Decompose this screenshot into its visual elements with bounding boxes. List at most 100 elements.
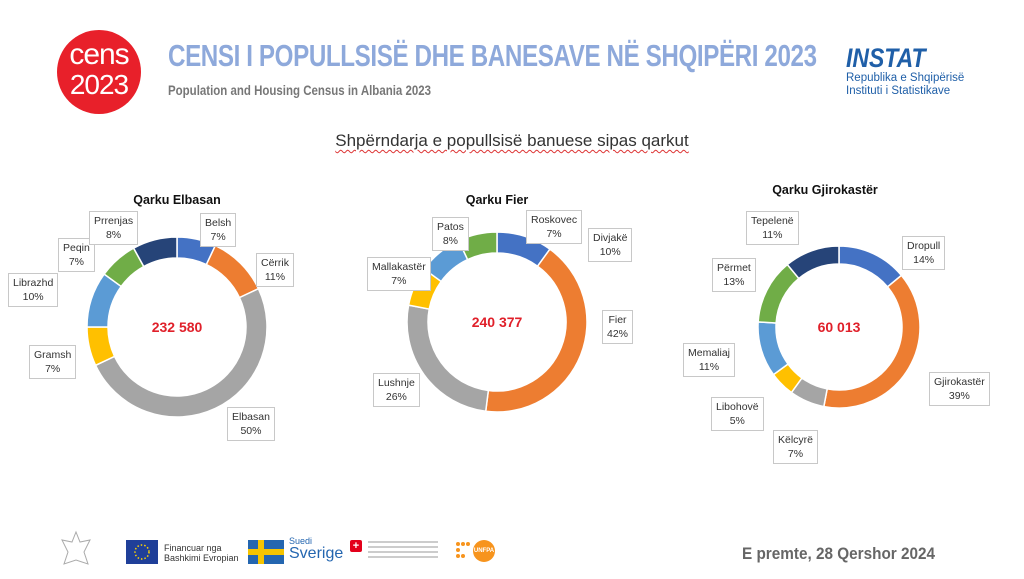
data-label: Këlcyrë 7%	[773, 430, 819, 464]
data-label: Mallakastër 7%	[367, 257, 431, 291]
data-label-category: Belsh	[205, 217, 232, 229]
data-label: Memaliaj 11%	[683, 343, 736, 377]
data-label-percent: 11%	[698, 361, 720, 373]
data-label: Dropull 14%	[902, 236, 946, 270]
data-label-category: Peqin	[63, 242, 90, 254]
data-label: Lushnje 26%	[373, 373, 420, 407]
logo-year: 2023	[69, 69, 129, 100]
donut-total-value: 240 377	[471, 314, 523, 330]
data-label-category: Përmet	[717, 262, 751, 274]
data-label: Cërrik 11%	[256, 253, 294, 287]
data-label-category: Fier	[608, 314, 627, 326]
sweden-big: Sverige	[289, 545, 344, 562]
eu-text-1: Financuar nga	[164, 543, 222, 553]
data-label: Peqin 7%	[58, 238, 95, 272]
section-title: Shpërndarja e popullsisë banuese sipas q…	[0, 131, 1024, 151]
donut-slice-përmet	[757, 263, 800, 324]
unfpa-dots-icon	[455, 541, 471, 559]
data-label-category: Prrenjas	[94, 215, 134, 227]
data-label: Libohovë 5%	[711, 397, 764, 431]
chart-title: Qarku Elbasan	[133, 193, 221, 207]
data-label-percent: 7%	[546, 228, 562, 240]
donut-slice-elbasan	[94, 287, 268, 418]
data-label-category: Këlcyrë	[778, 434, 814, 446]
data-label: Gjirokastër 39%	[929, 372, 990, 406]
donut-slice-prrenjas	[132, 236, 178, 268]
data-label-category: Mallakastër	[372, 261, 426, 273]
data-label: Prrenjas 8%	[89, 211, 139, 245]
data-label-percent: 7%	[45, 363, 61, 375]
data-label-percent: 13%	[723, 276, 745, 288]
data-label-category: Memaliaj	[688, 347, 731, 359]
presentation-date: E premte, 28 Qershor 2024	[742, 544, 936, 563]
data-label-percent: 39%	[948, 390, 970, 402]
data-label: Patos 8%	[432, 217, 469, 251]
data-label-percent: 8%	[105, 229, 122, 241]
chart-title: Qarku Gjirokastër	[772, 183, 878, 197]
donut-slice-memaliaj	[757, 321, 790, 376]
swiss-flag-icon: +	[350, 540, 362, 552]
data-label-percent: 50%	[240, 425, 262, 437]
instat-line1: Republika e Shqipërisë	[846, 72, 965, 84]
instat-name: INSTAT	[846, 43, 926, 73]
data-label-percent: 5%	[729, 415, 745, 427]
data-label-percent: 11%	[762, 229, 783, 241]
chart-title: Qarku Fier	[465, 193, 529, 207]
data-label-category: Patos	[437, 221, 464, 233]
data-label-category: Lushnje	[378, 377, 415, 389]
data-label-category: Divjakë	[593, 232, 628, 244]
data-label: Elbasan 50%	[227, 407, 275, 441]
data-label-category: Tepelenë	[751, 215, 794, 227]
data-label-percent: 10%	[599, 246, 621, 258]
data-label: Divjakë 10%	[588, 228, 633, 262]
sweden-small: Suedi	[289, 536, 313, 546]
cens-2023-logo: cens 2023	[57, 30, 141, 114]
donut-slice-dropull	[838, 245, 903, 288]
swiss-text-lines	[368, 538, 438, 561]
eu-flag-icon	[126, 540, 158, 564]
unfpa-logo: UNFPA	[473, 540, 495, 562]
instat-logo: INSTAT Republika e Shqipërisë Instituti …	[846, 44, 966, 98]
data-label: Librazhd 10%	[8, 273, 59, 307]
logo-text: cens	[69, 38, 129, 71]
data-label-category: Gjirokastër	[934, 376, 985, 388]
eu-funding-text: Financuar nga Bashkimi Evropian	[164, 543, 239, 563]
data-label-percent: 10%	[22, 291, 44, 303]
data-label: Gramsh 7%	[29, 345, 77, 379]
data-label-percent: 14%	[913, 254, 935, 266]
data-label-percent: 8%	[442, 235, 459, 247]
page-subtitle: Population and Housing Census in Albania…	[168, 82, 432, 98]
data-label: Roskovec 7%	[526, 210, 583, 244]
section-title-text: Shpërndarja e popullsisë banuese sipas q…	[335, 131, 689, 150]
data-label-category: Cërrik	[261, 257, 289, 269]
instat-line2: Instituti i Statistikave	[846, 85, 951, 97]
data-label-percent: 7%	[68, 256, 85, 268]
eu-text-2: Bashkimi Evropian	[164, 553, 239, 563]
sweden-flag-icon	[248, 540, 284, 564]
data-label: Fier 42%	[602, 310, 634, 344]
data-label-category: Librazhd	[13, 277, 54, 289]
data-label-category: Libohovë	[716, 401, 759, 413]
data-label-category: Roskovec	[531, 214, 578, 226]
data-label-category: Dropull	[907, 240, 941, 252]
page-title: CENSI I POPULLSISË DHE BANESAVE NË SHQIP…	[168, 38, 817, 73]
data-label-percent: 7%	[391, 275, 407, 287]
data-label: Tepelenë 11%	[746, 211, 799, 245]
albania-emblem	[58, 528, 94, 572]
data-label-percent: 7%	[787, 448, 804, 460]
donut-slice-gjirokastër	[822, 274, 921, 409]
sweden-text: Suedi Sverige	[289, 536, 343, 562]
unfpa-text: UNFPA	[473, 548, 495, 554]
donut-slice-cërrik	[205, 244, 260, 299]
donut-slice-fier	[484, 248, 588, 413]
data-label: Belsh 7%	[200, 213, 237, 247]
donut-total-value: 60 013	[817, 319, 861, 335]
data-label-category: Gramsh	[34, 349, 72, 361]
data-label-percent: 26%	[385, 391, 407, 403]
donut-total-value: 232 580	[151, 319, 203, 335]
data-label-category: Elbasan	[232, 411, 270, 423]
data-label-percent: 7%	[210, 231, 226, 243]
data-label-percent: 42%	[607, 328, 629, 340]
data-label: Përmet 13%	[712, 258, 756, 292]
